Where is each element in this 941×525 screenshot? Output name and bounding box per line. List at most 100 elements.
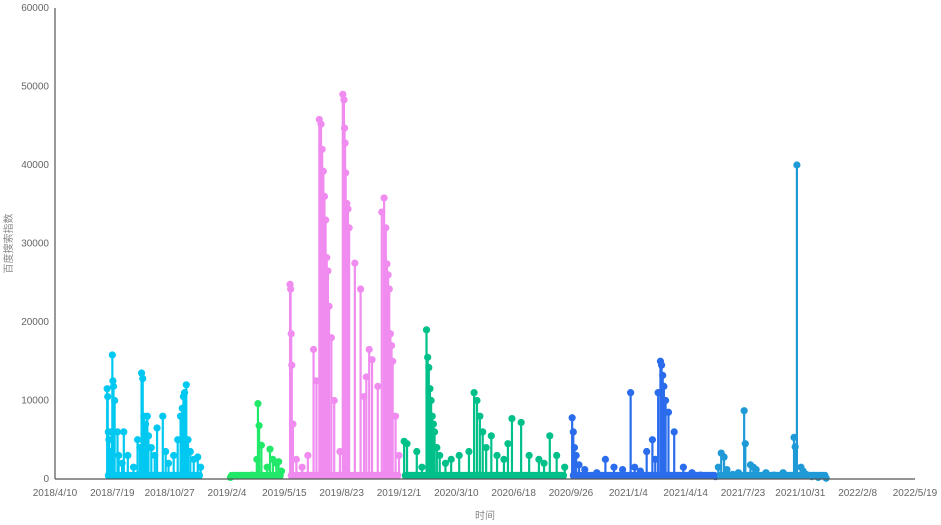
data-point xyxy=(664,408,673,416)
data-point xyxy=(403,440,411,448)
data-point xyxy=(504,440,512,448)
data-point xyxy=(257,441,265,449)
data-point xyxy=(113,428,122,436)
x-tick-label: 2018/4/10 xyxy=(33,488,78,499)
data-point xyxy=(793,161,801,169)
data-point xyxy=(741,440,749,448)
data-point xyxy=(292,455,300,463)
data-point xyxy=(129,463,138,471)
data-point xyxy=(266,445,274,453)
data-point xyxy=(386,330,394,338)
data-point xyxy=(197,463,205,471)
y-tick-label: 50000 xyxy=(21,82,49,93)
data-point xyxy=(413,447,421,456)
x-tick-label: 2019/5/15 xyxy=(262,488,307,499)
x-tick-label: 2019/8/23 xyxy=(319,488,364,499)
data-point xyxy=(111,396,119,405)
data-point xyxy=(643,447,651,456)
data-point xyxy=(610,463,618,471)
data-point xyxy=(662,396,670,405)
data-point xyxy=(473,396,481,405)
data-point xyxy=(327,334,335,342)
data-point xyxy=(356,285,365,293)
data-point xyxy=(323,254,331,262)
data-point xyxy=(705,472,713,480)
data-point xyxy=(147,444,155,452)
data-point xyxy=(660,382,668,390)
data-point xyxy=(184,436,192,444)
data-point xyxy=(424,353,432,361)
data-point xyxy=(729,470,737,478)
data-point xyxy=(740,407,748,415)
data-point xyxy=(425,363,433,372)
data-point xyxy=(572,451,580,460)
y-tick-label: 20000 xyxy=(21,317,49,328)
data-point xyxy=(340,124,349,132)
data-point xyxy=(120,428,128,436)
x-tick-label: 2020/3/10 xyxy=(434,488,479,499)
x-tick-label: 2021/4/14 xyxy=(663,488,708,499)
data-point xyxy=(109,382,118,390)
data-point xyxy=(339,90,347,98)
data-point xyxy=(384,271,392,279)
data-point xyxy=(159,412,167,420)
data-point xyxy=(581,465,589,474)
data-point xyxy=(470,389,478,397)
data-point xyxy=(508,414,516,423)
data-point xyxy=(382,224,390,232)
density-band xyxy=(569,471,718,479)
y-axis-title: 百度搜索指数 xyxy=(2,214,15,274)
data-point xyxy=(319,167,327,175)
data-point xyxy=(186,447,194,456)
data-point xyxy=(320,192,329,200)
data-point xyxy=(535,455,543,463)
y-tick-label: 0 xyxy=(43,474,49,485)
data-point xyxy=(343,199,351,208)
data-point xyxy=(734,469,743,477)
data-point xyxy=(482,444,490,452)
data-point xyxy=(601,455,610,463)
data-point xyxy=(429,420,437,428)
data-point xyxy=(428,412,436,420)
x-tick-label: 2019/12/1 xyxy=(377,488,422,499)
data-point xyxy=(814,473,822,482)
data-point xyxy=(569,428,577,436)
x-tick-label: 2020/9/26 xyxy=(549,488,594,499)
data-point xyxy=(418,463,426,471)
data-point xyxy=(133,436,142,444)
x-tick-label: 2019/2/4 xyxy=(208,488,247,499)
data-point xyxy=(447,455,455,463)
data-point xyxy=(143,412,151,420)
data-point xyxy=(389,357,397,365)
data-point xyxy=(365,345,373,354)
data-point xyxy=(277,467,286,475)
data-point xyxy=(287,330,295,338)
data-point xyxy=(770,471,778,479)
data-point xyxy=(455,451,463,460)
data-point xyxy=(487,432,495,440)
data-point xyxy=(427,396,435,405)
data-point xyxy=(298,463,306,471)
data-point xyxy=(341,139,349,147)
data-point xyxy=(322,216,330,224)
data-point xyxy=(762,469,770,477)
data-point xyxy=(517,418,525,427)
data-point xyxy=(137,369,146,377)
data-point xyxy=(436,451,444,460)
data-point xyxy=(288,361,296,369)
y-tick-label: 10000 xyxy=(21,396,49,407)
data-point xyxy=(144,432,153,440)
y-axis-ticks: 0 10000 20000 30000 40000 50000 60000 xyxy=(21,3,49,485)
data-point xyxy=(479,428,487,436)
data-point xyxy=(351,259,359,267)
data-point xyxy=(304,451,312,460)
data-point xyxy=(237,472,245,480)
data-point xyxy=(325,302,333,310)
data-point xyxy=(688,469,696,477)
data-point xyxy=(657,361,666,369)
data-point xyxy=(631,463,639,471)
data-point xyxy=(289,420,297,428)
data-point xyxy=(696,471,705,479)
data-point xyxy=(103,385,111,393)
